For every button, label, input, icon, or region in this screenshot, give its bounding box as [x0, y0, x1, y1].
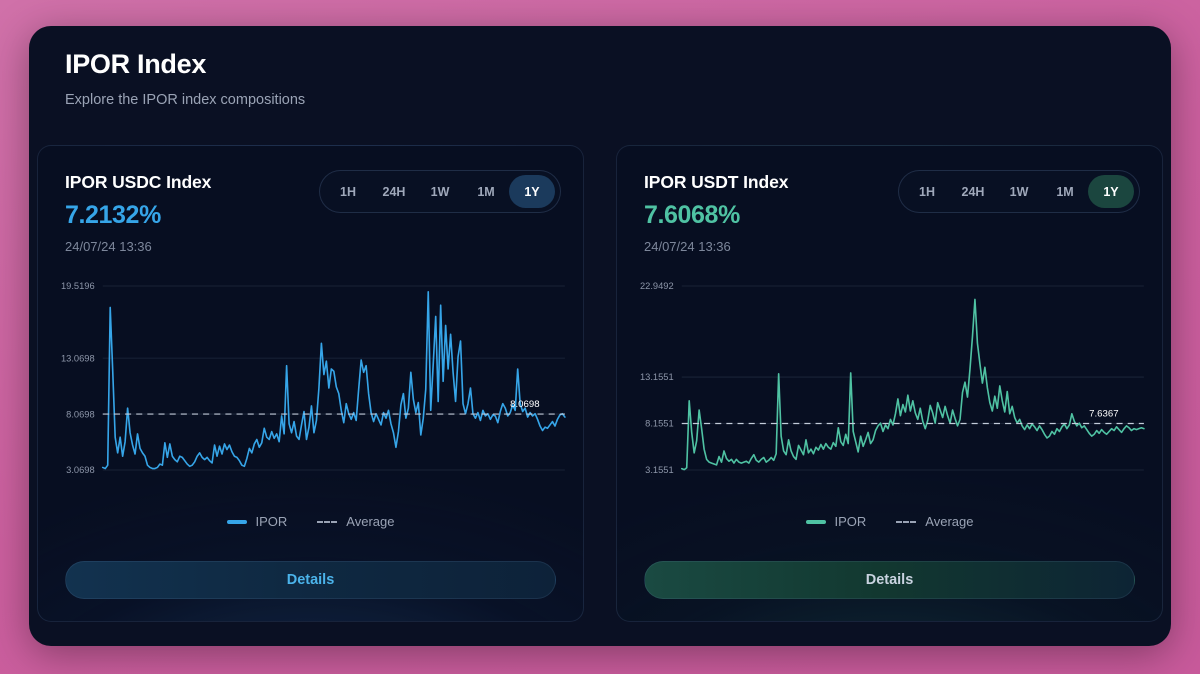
page-title: IPOR Index: [65, 49, 207, 79]
svg-text:19.5196: 19.5196: [61, 282, 95, 292]
card-title-usdc: IPOR USDC Index: [65, 172, 212, 192]
legend-label-average-usdc: Average: [346, 514, 395, 530]
range-button-1w-usdt[interactable]: 1W: [1009, 184, 1029, 199]
legend-label-average-usdt: Average: [925, 514, 974, 530]
range-button-1w-usdc[interactable]: 1W: [430, 184, 450, 199]
range-button-1y-usdt[interactable]: 1Y: [1088, 175, 1134, 208]
svg-text:8.1551: 8.1551: [645, 419, 673, 429]
card-header-usdc: IPOR USDC Index 7.2132% 24/07/24 13:36 1…: [38, 146, 583, 254]
svg-text:7.6367: 7.6367: [1089, 409, 1118, 420]
range-button-1y-usdc[interactable]: 1Y: [509, 175, 555, 208]
legend-line-icon: [805, 519, 826, 524]
svg-text:22.9492: 22.9492: [640, 282, 674, 292]
card-header-usdt: IPOR USDT Index 7.6068% 24/07/24 13:36 1…: [617, 146, 1162, 254]
index-card-usdc: IPOR USDC Index 7.2132% 24/07/24 13:36 1…: [37, 145, 584, 622]
svg-text:3.0698: 3.0698: [66, 466, 94, 476]
range-toggle-usdt: 1H 24H 1W 1M 1Y: [898, 170, 1140, 213]
svg-text:3.1551: 3.1551: [645, 466, 673, 476]
range-button-24h-usdt[interactable]: 24H: [961, 184, 985, 199]
index-card-usdt: IPOR USDT Index 7.6068% 24/07/24 13:36 1…: [616, 145, 1163, 622]
card-value-usdt: 7.6068%: [644, 201, 740, 229]
range-button-1h-usdt[interactable]: 1H: [919, 184, 935, 199]
legend-item-ipor-usdc: IPOR: [226, 514, 288, 530]
legend-dashed-line-icon: [896, 520, 917, 523]
legend-line-icon: [226, 519, 247, 524]
chart-svg-usdc: 19.5196 13.0698 8.0698 3.0698 8.0698: [61, 282, 566, 476]
range-button-1h-usdc[interactable]: 1H: [340, 184, 356, 199]
legend-item-average-usdt: Average: [896, 514, 973, 529]
range-button-24h-usdc[interactable]: 24H: [382, 184, 406, 199]
svg-text:8.0698: 8.0698: [66, 410, 94, 420]
svg-text:8.0698: 8.0698: [510, 399, 539, 410]
chart-usdc: 19.5196 13.0698 8.0698 3.0698 8.0698: [46, 276, 573, 496]
chart-svg-usdt: 22.9492 13.1551 8.1551 3.1551 7.6367: [640, 282, 1145, 476]
ipor-index-panel: IPOR Index Explore the IPOR index compos…: [29, 26, 1171, 646]
legend-label-ipor-usdt: IPOR: [834, 514, 867, 530]
details-button-usdt[interactable]: Details: [644, 561, 1135, 599]
range-button-1m-usdc[interactable]: 1M: [477, 184, 495, 199]
range-toggle-usdc: 1H 24H 1W 1M 1Y: [319, 170, 561, 213]
chart-legend-usdt: IPOR Average: [617, 514, 1162, 529]
legend-label-ipor-usdc: IPOR: [255, 514, 288, 530]
chart-usdt: 22.9492 13.1551 8.1551 3.1551 7.6367: [625, 276, 1152, 496]
card-timestamp-usdc: 24/07/24 13:36: [65, 238, 152, 254]
legend-item-average-usdc: Average: [317, 514, 394, 529]
legend-dashed-line-icon: [317, 520, 338, 523]
panel-header: IPOR Index Explore the IPOR index compos…: [29, 26, 1171, 110]
svg-text:13.0698: 13.0698: [61, 354, 95, 364]
details-button-usdc[interactable]: Details: [65, 561, 556, 599]
card-value-usdc: 7.2132%: [65, 201, 161, 229]
page-subtitle: Explore the IPOR index compositions: [65, 92, 306, 109]
index-cards-row: IPOR USDC Index 7.2132% 24/07/24 13:36 1…: [29, 145, 1171, 622]
chart-legend-usdc: IPOR Average: [38, 514, 583, 529]
range-button-1m-usdt[interactable]: 1M: [1056, 184, 1074, 199]
svg-text:13.1551: 13.1551: [640, 373, 674, 383]
legend-item-ipor-usdt: IPOR: [805, 514, 867, 530]
card-timestamp-usdt: 24/07/24 13:36: [644, 238, 731, 254]
card-title-usdt: IPOR USDT Index: [644, 172, 789, 192]
